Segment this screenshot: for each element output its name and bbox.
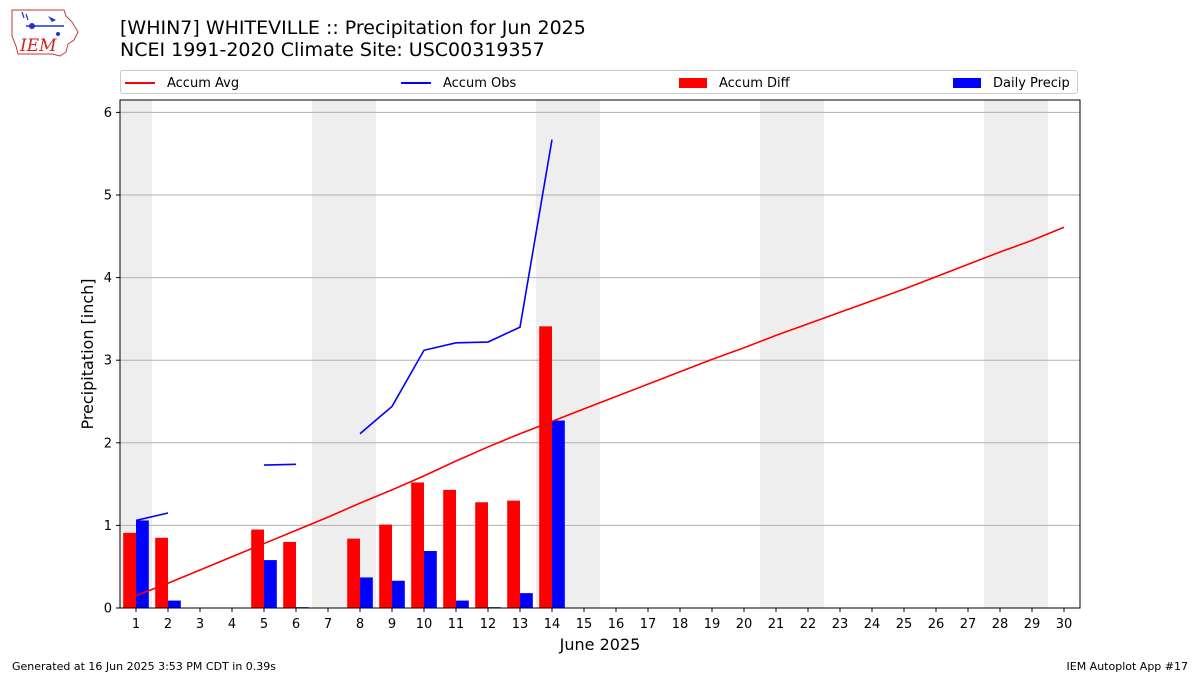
x-tick-label-27: 27 [960,617,977,632]
x-tick-label-26: 26 [928,617,945,632]
y-tick-label-5: 5 [104,188,112,203]
plot-frame [119,99,1081,609]
svg-text:IEM: IEM [19,36,57,56]
y-tick-label-0: 0 [104,602,112,617]
x-tick-label-14: 14 [544,617,561,632]
accum-diff-bar-day-8 [347,538,360,608]
legend-label-daily-precip: Daily Precip [993,75,1070,91]
legend-item-accum-avg: Accum Avg [125,71,239,95]
daily-precip-bar-day-2 [168,600,181,608]
x-tick-label-28: 28 [992,617,1009,632]
x-axis-label: June 2025 [559,635,641,654]
footer-generated: Generated at 16 Jun 2025 3:53 PM CDT in … [12,660,277,673]
x-tick-label-17: 17 [640,617,657,632]
y-tick-label-1: 1 [104,519,112,534]
legend-item-daily-precip: Daily Precip [953,71,1070,95]
accum-avg-line [135,226,1065,597]
x-tick-label-16: 16 [608,617,625,632]
x-tick-label-10: 10 [416,617,433,632]
x-tick-label-22: 22 [800,617,817,632]
weekend-shade-day-22 [792,100,824,608]
x-tick-label-7: 7 [324,617,332,632]
legend-item-accum-diff: Accum Diff [679,71,790,95]
chart-subtitle: NCEI 1991-2020 Climate Site: USC00319357 [120,39,545,61]
x-tick-label-25: 25 [896,617,913,632]
x-tick-label-2: 2 [164,617,172,632]
accum-obs-line-segment-3 [359,139,553,435]
legend-swatch-daily-precip [953,78,981,88]
x-tick-label-3: 3 [196,617,204,632]
x-tick-label-30: 30 [1056,617,1073,632]
chart-title: [WHIN7] WHITEVILLE :: Precipitation for … [120,17,586,39]
daily-precip-bar-day-9 [392,580,405,608]
accum-diff-bar-day-9 [379,524,392,608]
x-tick-label-23: 23 [832,617,849,632]
daily-precip-bar-day-1 [136,520,149,608]
weekend-shade-day-7 [312,100,344,608]
legend-swatch-accum-diff [679,78,707,88]
legend-label-accum-avg: Accum Avg [167,75,240,91]
accum-diff-bar-day-6 [283,541,296,608]
accum-diff-bar-day-2 [155,537,168,608]
x-tick-label-13: 13 [512,617,529,632]
daily-precip-bar-day-5 [264,560,277,608]
weekend-shade-day-28 [984,100,1016,608]
daily-precip-bar-day-14 [552,420,565,608]
x-tick-label-24: 24 [864,617,881,632]
y-tick-label-6: 6 [104,106,112,121]
accum-obs-line-segment-2 [263,463,297,466]
iem-logo: IEM [8,6,82,60]
legend-label-accum-diff: Accum Diff [719,75,790,91]
y-tick-label-4: 4 [104,271,112,286]
weekend-shade-day-8 [344,100,376,608]
weekend-shade-day-15 [568,100,600,608]
x-tick-label-20: 20 [736,617,753,632]
x-tick-label-4: 4 [228,617,236,632]
accum-obs-line-segment-1 [135,512,169,522]
chart-legend: Accum Avg Accum Obs Accum Diff Daily Pre… [120,70,1078,94]
legend-item-accum-obs: Accum Obs [401,71,516,95]
legend-swatch-accum-avg [125,82,155,84]
accum-diff-bar-day-1 [123,532,136,608]
daily-precip-bar-day-10 [424,551,437,608]
x-tick-label-1: 1 [132,617,140,632]
x-tick-label-15: 15 [576,617,593,632]
x-tick-label-19: 19 [704,617,721,632]
x-tick-label-9: 9 [388,617,396,632]
accum-diff-bar-day-12 [475,502,488,608]
weekend-shade-day-29 [1016,100,1048,608]
daily-precip-bar-day-11 [456,600,469,608]
daily-precip-bar-day-8 [360,577,373,608]
y-tick-label-2: 2 [104,436,112,451]
daily-precip-bar-day-13 [520,593,533,608]
legend-label-accum-obs: Accum Obs [443,75,517,91]
x-tick-label-21: 21 [768,617,785,632]
footer-app: IEM Autoplot App #17 [1066,660,1189,673]
accum-diff-bar-day-10 [411,482,424,608]
accum-diff-bar-day-11 [443,489,456,608]
x-tick-label-11: 11 [448,617,465,632]
x-tick-label-8: 8 [356,617,364,632]
accum-diff-bar-day-13 [507,500,520,608]
chart-title-block: [WHIN7] WHITEVILLE :: Precipitation for … [120,17,586,61]
x-tick-label-18: 18 [672,617,689,632]
x-tick-label-12: 12 [480,617,497,632]
y-axis-label: Precipitation [inch] [78,278,97,429]
weekend-shade-day-21 [760,100,792,608]
x-tick-label-5: 5 [260,617,268,632]
x-tick-label-6: 6 [292,617,300,632]
x-tick-label-29: 29 [1024,617,1041,632]
y-tick-label-3: 3 [104,354,112,369]
accum-diff-bar-day-5 [251,529,264,608]
legend-swatch-accum-obs [401,82,431,84]
accum-diff-bar-day-14 [539,326,552,608]
